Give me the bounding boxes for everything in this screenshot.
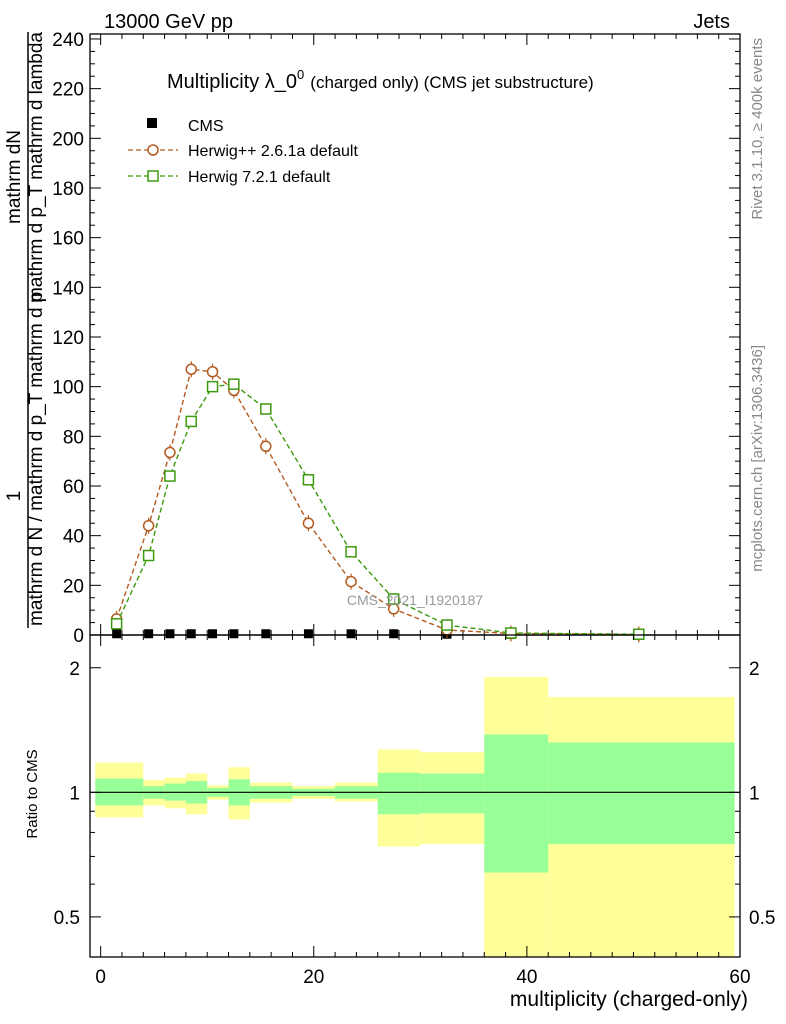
cms-data-point: [261, 629, 271, 639]
ratio-y-tick-label-left: 1: [69, 783, 80, 804]
x-tick-label: 40: [516, 967, 537, 988]
x-axis-label: multiplicity (charged-only): [510, 988, 748, 1011]
ratio-stat-band-12: [548, 742, 735, 845]
chart-title: Multiplicity λ_00 (charged only) (CMS jet…: [167, 67, 594, 93]
herwigpp-data-point: [345, 575, 357, 588]
x-tick-label: 60: [729, 967, 750, 988]
ratio-stat-band-9: [377, 772, 421, 815]
x-tick-label: 0: [95, 967, 106, 988]
ratio-y-tick-label-left: 2: [69, 659, 80, 680]
cms-data-point: [165, 629, 175, 639]
main-panel: 0 20 40 60 80 100 120 140 160 180 200 220 240: [52, 30, 741, 647]
cms-data-point: [229, 629, 239, 639]
cms-data-point: [144, 629, 154, 639]
cms-data-point: [112, 629, 122, 639]
herwig7-data-point: [110, 618, 123, 630]
ratio-y-tick-label-right: 0.5: [749, 908, 775, 929]
x-tick-label: 20: [303, 967, 324, 988]
y-label-denominator: mathrm d N / mathrm d p_T mathrm d p: [26, 292, 47, 626]
header-beam-label: 13000 GeV pp: [104, 11, 233, 33]
ratio-y-tick-label-left: 0.5: [54, 908, 80, 929]
herwig7-data-point: [387, 593, 400, 605]
y-tick-label: 20: [63, 576, 84, 597]
chart-title-suffix: (charged only) (CMS jet substructure): [310, 73, 593, 92]
chart-title-superscript: 0: [297, 67, 304, 82]
ratio-panel: 0 20 40 60 0.5 0.5 1 1 2 2: [54, 634, 775, 988]
herwig7-data-point: [345, 546, 357, 558]
y-tick-label: 40: [63, 527, 84, 548]
herwig7-data-point: [505, 627, 517, 639]
y-tick-label: 220: [52, 80, 84, 101]
mcplots-label: mcplots.cern.ch [arXiv:1306.3436]: [749, 345, 766, 572]
ratio-stat-band-11: [484, 734, 549, 873]
y-axis-label: mathrm d p_T mathrm d lambda mathrm dN 1…: [4, 32, 47, 628]
y-tick-label: 240: [52, 30, 84, 51]
cms-data-point: [208, 629, 218, 639]
legend-label-herwig7: Herwig 7.2.1 default: [188, 169, 331, 186]
y-label-one: 1: [4, 491, 25, 502]
legend-marker-cms: [147, 118, 157, 128]
y-tick-label: 140: [52, 278, 84, 299]
chart-title-main: Multiplicity λ_0: [167, 71, 297, 93]
herwig7-data-point: [302, 474, 315, 486]
herwig7-data-point: [441, 619, 453, 631]
analysis-watermark: CMS_2021_I1920187: [347, 592, 483, 608]
herwigpp-data-point: [142, 519, 155, 532]
legend-marker-herwig7: [147, 170, 159, 182]
legend: CMS Herwig++ 2.6.1a default Herwig 7.2.1…: [128, 118, 358, 186]
series-2: [110, 378, 645, 641]
y-label-numerator: mathrm dN: [4, 130, 25, 224]
herwig7-data-point: [260, 403, 272, 415]
herwig7-data-point: [206, 380, 219, 393]
y-label-top: mathrm d p_T mathrm d lambda: [26, 32, 47, 303]
herwigpp-data-point: [185, 363, 197, 376]
y-tick-label: 160: [52, 229, 84, 250]
cms-data-point: [303, 629, 313, 639]
y-tick-label: 200: [52, 129, 84, 150]
cms-data-point: [389, 629, 399, 639]
herwigpp-data-point: [164, 446, 176, 459]
legend-label-herwigpp: Herwig++ 2.6.1a default: [188, 143, 358, 160]
herwigpp-data-point: [260, 440, 272, 453]
ratio-y-tick-label-right: 2: [749, 659, 760, 680]
herwig7-data-point: [185, 415, 197, 428]
herwigpp-data-point: [302, 517, 315, 529]
y-tick-label: 120: [52, 328, 84, 349]
herwigpp-data-point: [206, 366, 219, 378]
herwig7-data-point: [164, 470, 176, 482]
herwig7-data-point: [228, 378, 240, 390]
herwig7-data-point: [633, 628, 645, 641]
y-tick-label: 180: [52, 179, 84, 200]
y-tick-label: 80: [63, 427, 84, 448]
ratio-frame: [89, 634, 741, 958]
y-tick-label: 60: [63, 477, 84, 498]
herwig7-data-point: [142, 549, 155, 562]
ratio-y-tick-label-right: 1: [749, 783, 760, 804]
legend-marker-herwigpp: [147, 144, 159, 156]
cms-data-point: [186, 629, 196, 639]
y-tick-label: 0: [73, 626, 84, 647]
cms-data-point: [346, 629, 356, 639]
legend-label-cms: CMS: [188, 118, 224, 135]
rivet-version-label: Rivet 3.1.10, ≥ 400k events: [749, 38, 766, 220]
y-tick-label: 100: [52, 378, 84, 399]
ratio-stat-band-10: [420, 773, 485, 814]
ratio-y-axis-label: Ratio to CMS: [24, 749, 41, 838]
header-process-label: Jets: [693, 11, 730, 33]
